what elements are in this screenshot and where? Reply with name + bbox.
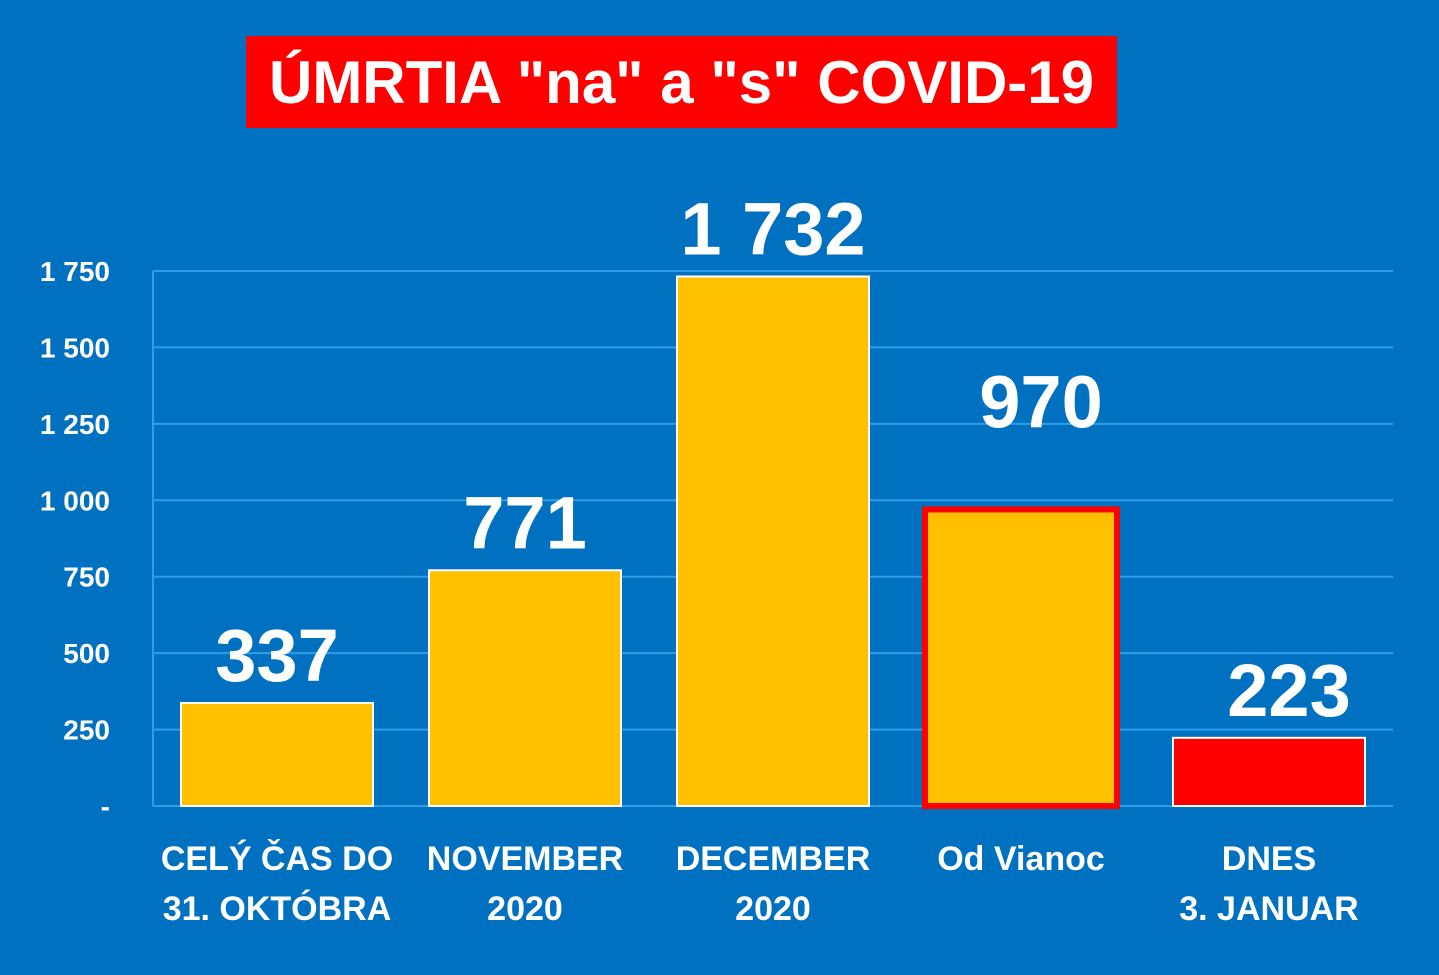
bar bbox=[676, 275, 870, 807]
y-tick-label: 1 750 bbox=[40, 256, 110, 287]
category-label: DECEMBER 2020 bbox=[676, 840, 871, 928]
bar bbox=[1172, 736, 1366, 808]
y-tick-label: 1 000 bbox=[40, 485, 110, 516]
y-tick-label: - bbox=[101, 791, 110, 822]
category-label: Od Vianoc bbox=[937, 840, 1105, 878]
data-label: 1 732 bbox=[680, 188, 865, 271]
data-label: 223 bbox=[1227, 649, 1350, 732]
y-tick-label: 250 bbox=[63, 715, 110, 746]
bar bbox=[428, 569, 622, 808]
data-label: 771 bbox=[463, 481, 586, 564]
y-tick-label: 500 bbox=[63, 638, 110, 669]
category-label-line: 2020 bbox=[735, 890, 811, 928]
category-label: NOVEMBER 2020 bbox=[427, 840, 623, 928]
category-label: CELÝ ČAS DO 31. OKTÓBRA bbox=[161, 839, 393, 928]
category-label-line: CELÝ ČAS DO bbox=[161, 839, 393, 878]
bar bbox=[180, 701, 374, 808]
category-label-line: 31. OKTÓBRA bbox=[163, 890, 392, 928]
data-labels: 337 771 1 732 970 223 bbox=[215, 188, 1350, 732]
category-label-line: 3. JANUAR bbox=[1179, 890, 1358, 928]
y-tick-label: 1 500 bbox=[40, 332, 110, 363]
category-label-line: Od Vianoc bbox=[937, 840, 1105, 878]
category-label-line: DECEMBER bbox=[676, 840, 871, 878]
data-label: 337 bbox=[215, 614, 338, 697]
chart-title: ÚMRTIA "na" a "s" COVID-19 bbox=[268, 48, 1095, 116]
y-axis: - 250 500 750 1 000 1 250 1 500 1 750 bbox=[40, 256, 1393, 822]
chart-title-box: ÚMRTIA "na" a "s" COVID-19 bbox=[246, 36, 1117, 128]
category-label-line: DNES bbox=[1222, 840, 1316, 878]
category-label-line: NOVEMBER bbox=[427, 840, 623, 878]
y-tick-label: 1 250 bbox=[40, 409, 110, 440]
y-tick-label: 750 bbox=[63, 562, 110, 593]
bars bbox=[180, 275, 1366, 809]
data-label: 970 bbox=[979, 360, 1102, 443]
bar bbox=[922, 506, 1120, 809]
category-label-line: 2020 bbox=[487, 890, 563, 928]
category-label: DNES 3. JANUAR bbox=[1179, 840, 1358, 928]
